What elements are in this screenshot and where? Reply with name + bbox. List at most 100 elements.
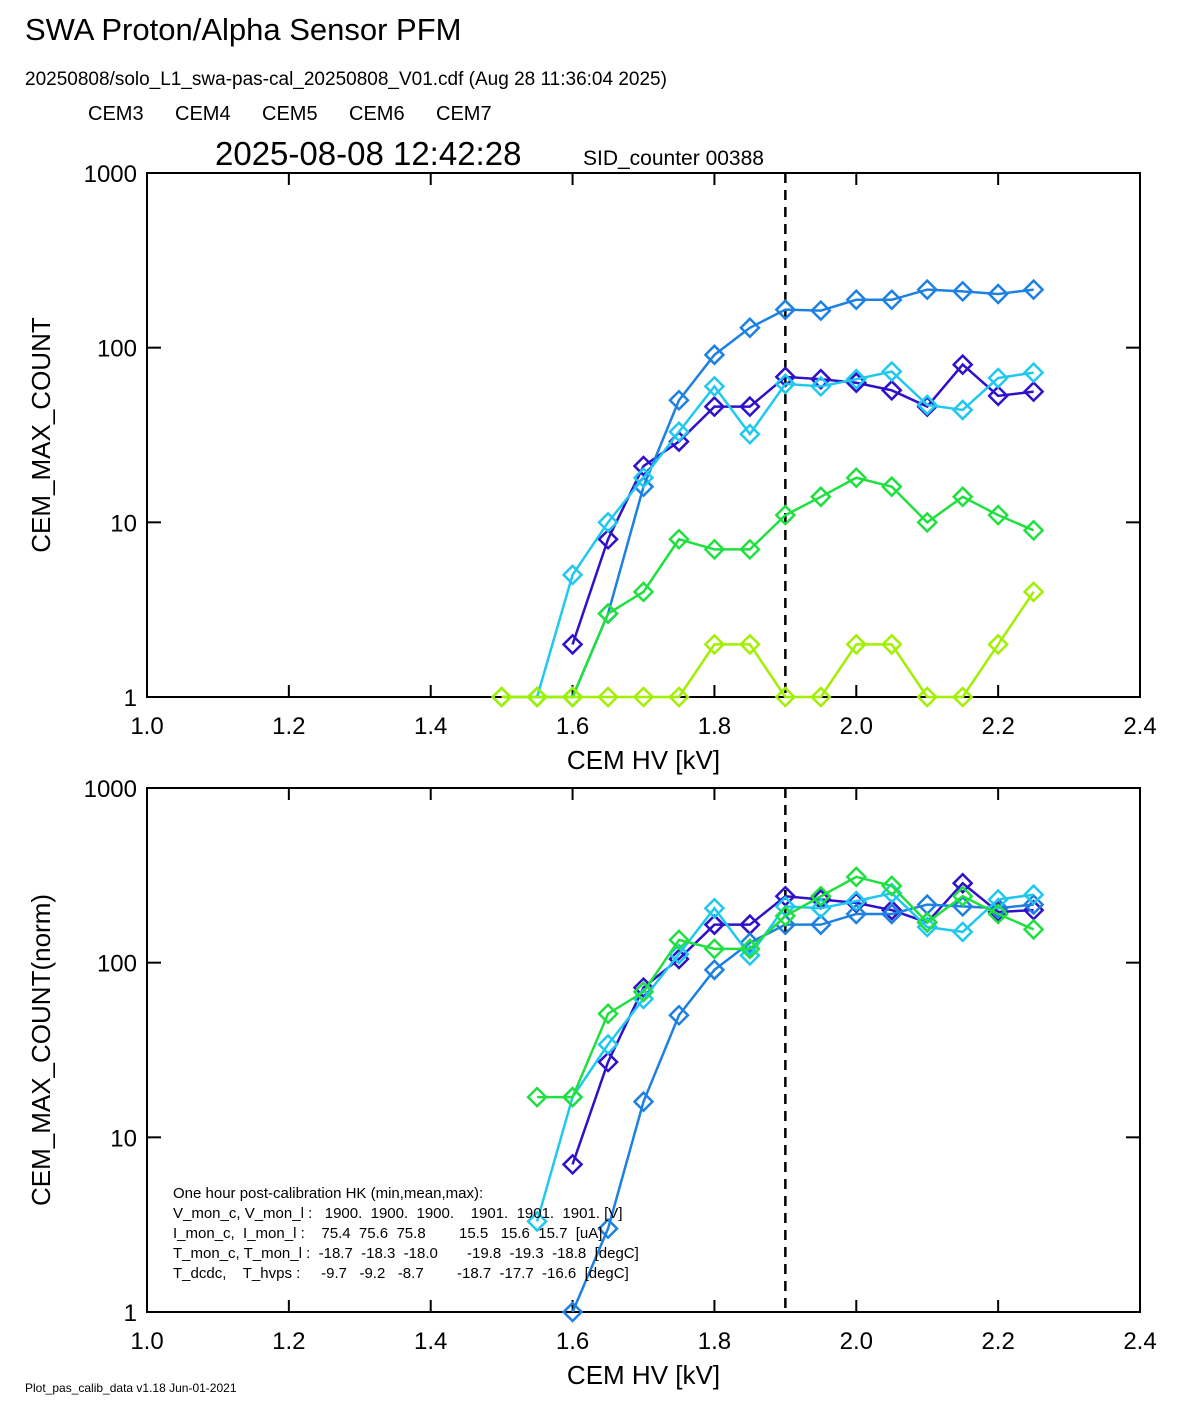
data-point — [668, 528, 690, 551]
data-point — [1022, 519, 1045, 542]
series-line — [501, 476, 1035, 699]
data-point — [774, 686, 797, 708]
x-tick-label: 2.0 — [840, 1328, 873, 1355]
data-point — [916, 911, 938, 934]
series-line — [571, 903, 1034, 1313]
annotation-line: I_mon_c, I_mon_l : 75.4 75.6 75.8 15.5 1… — [173, 1225, 602, 1242]
data-point — [739, 931, 761, 954]
data-point — [1022, 361, 1045, 384]
x-tick-label: 2.4 — [1123, 713, 1156, 740]
data-point — [668, 943, 690, 965]
annotation-line: T_mon_c, T_mon_l : -18.7 -18.3 -18.0 -19… — [173, 1245, 639, 1262]
data-point — [668, 929, 690, 951]
data-point — [987, 283, 1009, 305]
data-point — [703, 395, 726, 418]
series-line — [537, 875, 1035, 1099]
data-point — [739, 316, 761, 339]
data-point — [561, 564, 584, 586]
data-point — [810, 885, 832, 908]
data-point — [632, 981, 655, 1003]
data-point — [951, 399, 974, 421]
data-point — [597, 1217, 619, 1240]
y-tick-label: 100 — [97, 951, 137, 978]
data-point — [561, 1153, 584, 1176]
data-point — [632, 686, 655, 708]
data-point — [668, 420, 690, 443]
data-point — [1022, 893, 1045, 916]
data-point — [880, 360, 903, 383]
data-point — [987, 504, 1009, 526]
data-point — [810, 486, 832, 508]
data-point — [597, 602, 619, 625]
x-tick-label: 2.2 — [981, 713, 1014, 740]
data-point — [668, 1004, 690, 1027]
y-tick-label: 1000 — [84, 776, 137, 803]
y-tick-label: 10 — [110, 510, 137, 537]
data-point — [1022, 883, 1045, 906]
data-point — [739, 633, 761, 656]
y-axis-label: CEM_MAX_COUNT(norm) — [26, 894, 56, 1206]
data-point — [810, 299, 832, 322]
data-point — [703, 913, 726, 936]
data-point — [916, 394, 938, 416]
data-point — [668, 686, 690, 708]
sid-counter: SID_counter 00388 — [583, 147, 764, 170]
data-point — [597, 528, 619, 551]
data-point — [951, 872, 974, 894]
data-point — [632, 466, 655, 489]
y-tick-label: 1 — [124, 1300, 137, 1327]
data-point — [1022, 581, 1045, 603]
data-point — [597, 1051, 619, 1073]
data-point — [774, 504, 797, 526]
x-tick-label: 2.0 — [840, 713, 873, 740]
data-point — [526, 686, 548, 708]
title: SWA Proton/Alpha Sensor PFM — [25, 12, 461, 47]
data-point — [951, 885, 974, 908]
data-point — [526, 1086, 548, 1108]
data-point — [845, 368, 868, 390]
data-point — [880, 379, 903, 402]
data-point — [774, 373, 797, 395]
data-point — [951, 686, 974, 708]
legend-entry: CEM4 — [175, 103, 231, 125]
legend-entry: CEM3 — [88, 103, 144, 125]
data-point — [987, 385, 1009, 407]
data-point — [845, 466, 868, 489]
plot-frame — [146, 787, 1141, 1313]
data-point — [810, 897, 832, 919]
data-point — [597, 511, 619, 534]
data-point — [703, 959, 726, 981]
data-point — [739, 423, 761, 445]
y-tick-label: 1 — [124, 685, 137, 712]
data-point — [703, 938, 726, 960]
data-point — [490, 686, 513, 708]
data-point — [1022, 918, 1045, 941]
data-point — [880, 289, 903, 311]
data-point — [739, 395, 761, 418]
y-tick-label: 100 — [97, 336, 137, 363]
data-point — [526, 1210, 548, 1233]
subtitle: 20250808/solo_L1_swa-pas-cal_20250808_V0… — [25, 69, 667, 90]
data-point — [845, 633, 868, 656]
data-point — [880, 899, 903, 921]
data-point — [597, 1002, 619, 1025]
data-point — [987, 633, 1009, 656]
data-point — [1022, 380, 1045, 403]
data-point — [739, 538, 761, 561]
data-point — [703, 633, 726, 656]
annotation-line: V_mon_c, V_mon_l : 1900. 1900. 1900. 190… — [173, 1205, 622, 1222]
data-point — [561, 633, 584, 656]
x-tick-label: 1.8 — [698, 713, 731, 740]
data-point — [987, 888, 1009, 911]
data-point — [951, 486, 974, 508]
x-tick-label: 1.0 — [130, 713, 163, 740]
x-axis-label: CEM HV [kV] — [567, 1360, 720, 1390]
data-point — [597, 1033, 619, 1056]
data-point — [845, 866, 868, 888]
data-point — [987, 903, 1009, 925]
x-tick-label: 1.4 — [414, 713, 447, 740]
x-axis-label: CEM HV [kV] — [567, 745, 720, 775]
data-point — [703, 375, 726, 398]
x-tick-label: 1.2 — [272, 1328, 305, 1355]
